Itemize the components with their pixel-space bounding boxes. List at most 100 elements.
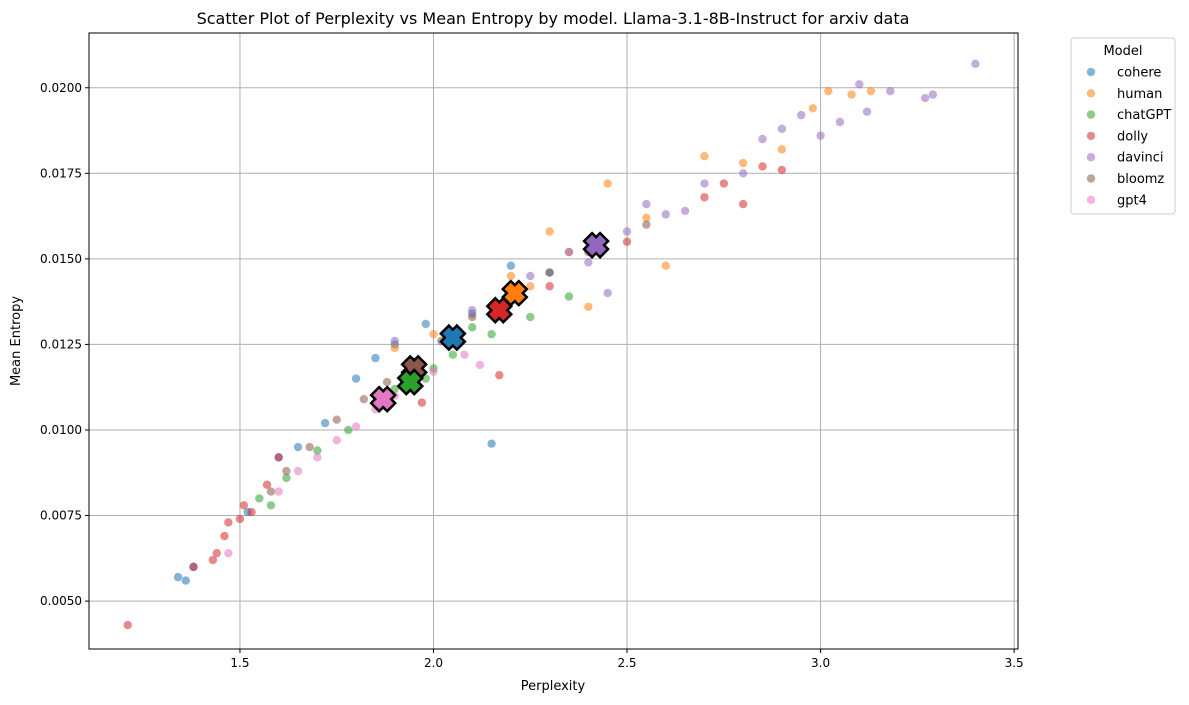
data-point-chatGPT	[282, 473, 291, 483]
data-point-davinci	[928, 90, 938, 99]
data-point-human	[429, 329, 438, 339]
x-tick-label: 1.5	[230, 656, 249, 670]
data-point-gpt4	[351, 422, 361, 431]
data-point-dolly	[212, 548, 221, 558]
data-point-bloomz	[305, 442, 314, 452]
data-point-bloomz	[468, 312, 477, 322]
y-tick-label: 0.0075	[40, 509, 82, 523]
legend-label-davinci: davinci	[1117, 151, 1164, 166]
x-axis-label: Perplexity	[521, 679, 586, 694]
legend-marker-dolly	[1086, 131, 1096, 141]
data-point-dolly	[208, 555, 218, 565]
data-point-bloomz	[332, 415, 341, 424]
data-point-dolly	[738, 199, 748, 209]
data-point-dolly	[274, 453, 283, 462]
mean-marker-cohere	[439, 323, 467, 352]
data-point-cohere	[181, 576, 190, 585]
data-point-davinci	[642, 199, 651, 209]
legend-marker-human	[1086, 89, 1096, 98]
mean-marker-dolly	[485, 296, 514, 324]
chart-title: Scatter Plot of Perplexity vs Mean Entro…	[197, 9, 910, 28]
data-point-bloomz	[382, 377, 392, 387]
data-point-dolly	[123, 620, 132, 630]
y-tick-label: 0.0200	[40, 81, 82, 95]
legend-items: cohere human chatGPT dolly davinci bloomz gpt4	[1086, 66, 1171, 208]
data-point-dolly	[700, 193, 709, 202]
data-point-dolly	[239, 501, 249, 510]
data-point-bloomz	[282, 466, 291, 476]
data-point-cohere	[173, 572, 183, 582]
data-point-davinci	[526, 271, 535, 281]
data-point-human	[584, 302, 593, 311]
data-point-chatGPT	[526, 312, 535, 322]
legend-label-gpt4: gpt4	[1117, 193, 1147, 208]
data-point-gpt4	[475, 360, 485, 370]
mean-marker-gpt4	[369, 385, 397, 413]
data-point-dolly	[719, 179, 729, 188]
data-point-dolly	[777, 165, 787, 175]
legend-label-chatGPT: chatGPT	[1117, 108, 1171, 123]
data-point-davinci	[661, 210, 670, 219]
x-tick-label: 2.0	[424, 656, 443, 670]
data-point-human	[847, 90, 856, 99]
data-point-dolly	[417, 398, 427, 407]
legend: Model cohere human chatGPT dolly davinci bloo…	[1070, 37, 1176, 215]
data-point-dolly	[262, 480, 272, 489]
y-axis-label: Mean Entropy	[9, 296, 24, 386]
data-point-davinci	[855, 80, 864, 89]
x-axis: 1.5 2.0 2.5 3.0 3.5	[230, 649, 1024, 670]
data-point-davinci	[622, 227, 632, 236]
data-point-human	[824, 86, 833, 96]
data-point-chatGPT	[448, 350, 458, 359]
data-point-dolly	[224, 518, 233, 527]
data-point-davinci	[816, 131, 825, 140]
data-point-cohere	[371, 353, 380, 363]
data-point-gpt4	[429, 367, 438, 376]
data-point-gpt4	[224, 548, 233, 558]
legend-marker-gpt4	[1086, 195, 1096, 204]
legend-marker-cohere	[1086, 67, 1096, 77]
y-tick-label: 0.0125	[40, 337, 82, 351]
data-point-human	[661, 261, 670, 270]
legend-label-cohere: cohere	[1117, 66, 1161, 81]
y-tick-label: 0.0050	[40, 594, 82, 608]
data-point-davinci	[390, 336, 399, 346]
data-point-human	[777, 145, 787, 154]
data-point-chatGPT	[255, 494, 264, 503]
data-point-cohere	[351, 374, 361, 383]
y-tick-label: 0.0100	[40, 423, 82, 437]
data-point-davinci	[835, 117, 845, 127]
data-point-dolly	[235, 514, 245, 524]
legend-label-bloomz: bloomz	[1117, 172, 1164, 187]
data-point-dolly	[622, 237, 632, 246]
data-point-human	[808, 104, 818, 113]
data-point-davinci	[584, 258, 593, 267]
data-point-chatGPT	[468, 323, 477, 332]
data-point-human	[700, 152, 709, 161]
data-point-davinci	[700, 179, 709, 188]
data-point-davinci	[920, 93, 930, 103]
legend-label-dolly: dolly	[1117, 129, 1148, 144]
legend-marker-bloomz	[1086, 174, 1096, 183]
data-point-dolly	[220, 531, 229, 541]
data-point-gpt4	[460, 350, 469, 359]
data-point-cohere	[293, 442, 303, 452]
data-point-human	[526, 282, 535, 291]
data-point-davinci	[468, 306, 477, 315]
legend-marker-chatGPT	[1086, 110, 1096, 119]
data-point-davinci	[603, 288, 612, 298]
data-point-dolly	[247, 507, 256, 517]
x-tick-label: 2.5	[617, 656, 636, 670]
data-point-cohere	[320, 418, 330, 428]
data-point-human	[642, 213, 651, 222]
data-point-davinci	[797, 110, 806, 120]
x-tick-label: 3.5	[1005, 656, 1024, 670]
data-point-cohere	[421, 319, 430, 329]
x-tick-label: 3.0	[811, 656, 830, 670]
data-point-bloomz	[266, 487, 276, 496]
data-point-chatGPT	[266, 501, 276, 510]
y-axis: 0.0050 0.0075 0.0100 0.0125 0.0150 0.0175 0.02…	[40, 81, 89, 608]
legend-title: Model	[1103, 44, 1142, 59]
data-point-dolly	[189, 562, 198, 572]
